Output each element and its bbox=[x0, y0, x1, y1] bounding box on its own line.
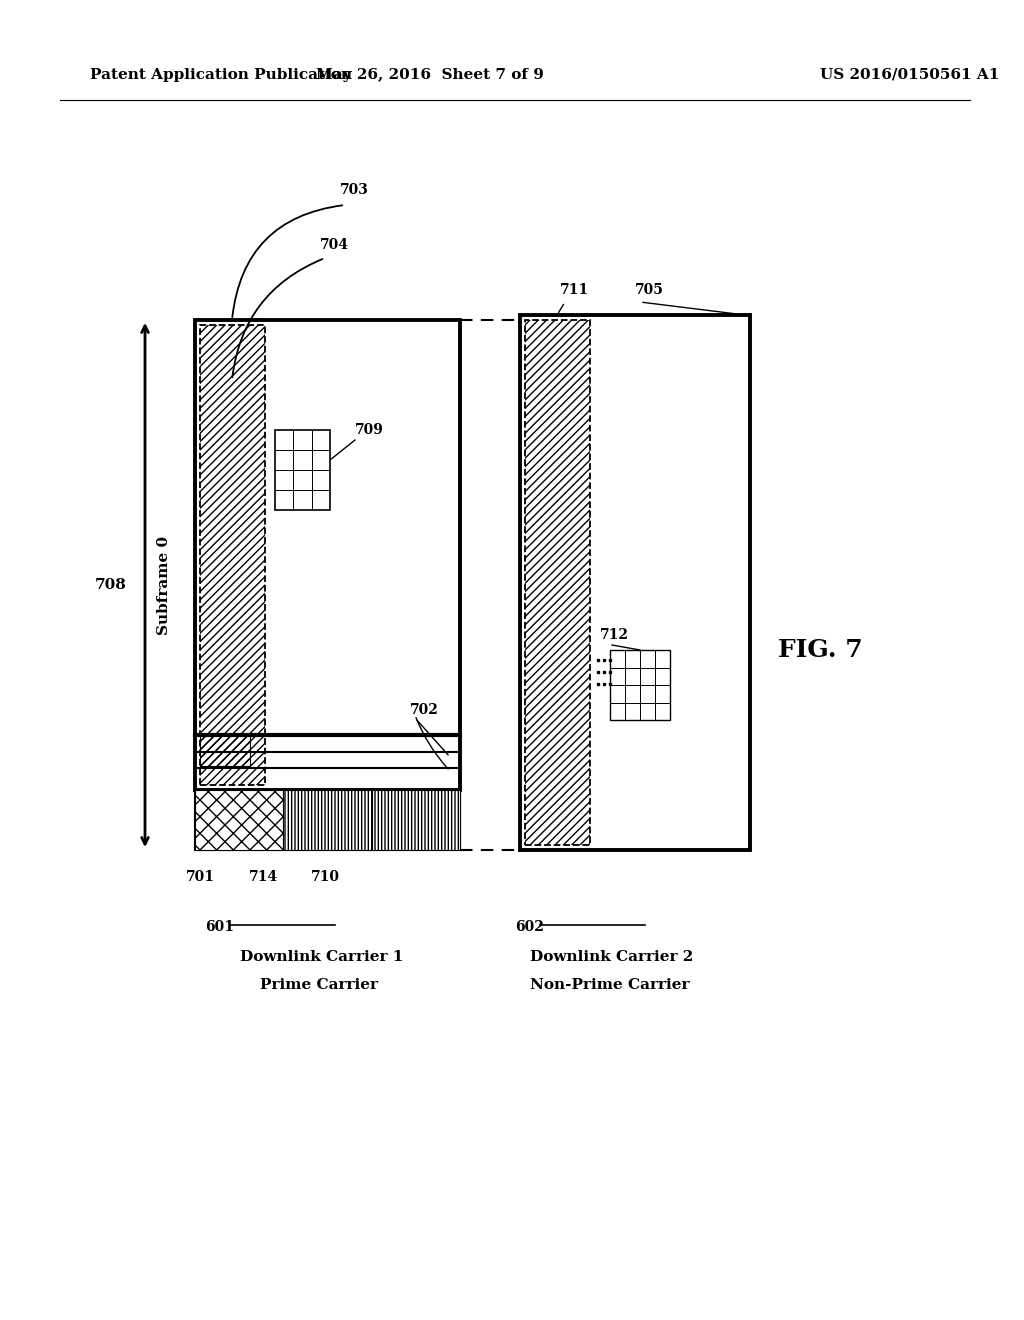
Bar bbox=[275, 430, 330, 510]
Bar bbox=[520, 315, 750, 850]
Text: 714: 714 bbox=[249, 870, 278, 884]
Bar bbox=[372, 789, 460, 850]
Text: 702: 702 bbox=[410, 704, 439, 717]
Bar bbox=[610, 649, 670, 719]
Text: Patent Application Publication: Patent Application Publication bbox=[90, 69, 352, 82]
Text: May 26, 2016  Sheet 7 of 9: May 26, 2016 Sheet 7 of 9 bbox=[316, 69, 544, 82]
Text: Downlink Carrier 1: Downlink Carrier 1 bbox=[240, 950, 403, 964]
Bar bbox=[525, 319, 590, 845]
Text: 711: 711 bbox=[560, 282, 589, 297]
Text: Prime Carrier: Prime Carrier bbox=[260, 978, 378, 993]
Bar bbox=[284, 789, 372, 850]
Text: 601: 601 bbox=[205, 920, 234, 935]
Text: 602: 602 bbox=[515, 920, 544, 935]
Bar bbox=[195, 789, 460, 850]
Text: 709: 709 bbox=[355, 422, 384, 437]
Text: 704: 704 bbox=[319, 238, 349, 252]
Bar bbox=[200, 735, 250, 766]
Bar bbox=[195, 789, 284, 850]
Text: 712: 712 bbox=[600, 628, 629, 642]
Text: Non-Prime Carrier: Non-Prime Carrier bbox=[530, 978, 689, 993]
Text: 705: 705 bbox=[635, 282, 664, 297]
Bar bbox=[200, 325, 265, 785]
Text: 701: 701 bbox=[185, 870, 214, 884]
Text: 708: 708 bbox=[95, 578, 127, 591]
Text: US 2016/0150561 A1: US 2016/0150561 A1 bbox=[820, 69, 999, 82]
Text: 703: 703 bbox=[340, 183, 369, 197]
Text: FIG. 7: FIG. 7 bbox=[777, 638, 862, 663]
Bar bbox=[195, 319, 460, 789]
Text: Subframe 0: Subframe 0 bbox=[157, 536, 171, 635]
Text: Downlink Carrier 2: Downlink Carrier 2 bbox=[530, 950, 693, 964]
Text: 710: 710 bbox=[310, 870, 340, 884]
